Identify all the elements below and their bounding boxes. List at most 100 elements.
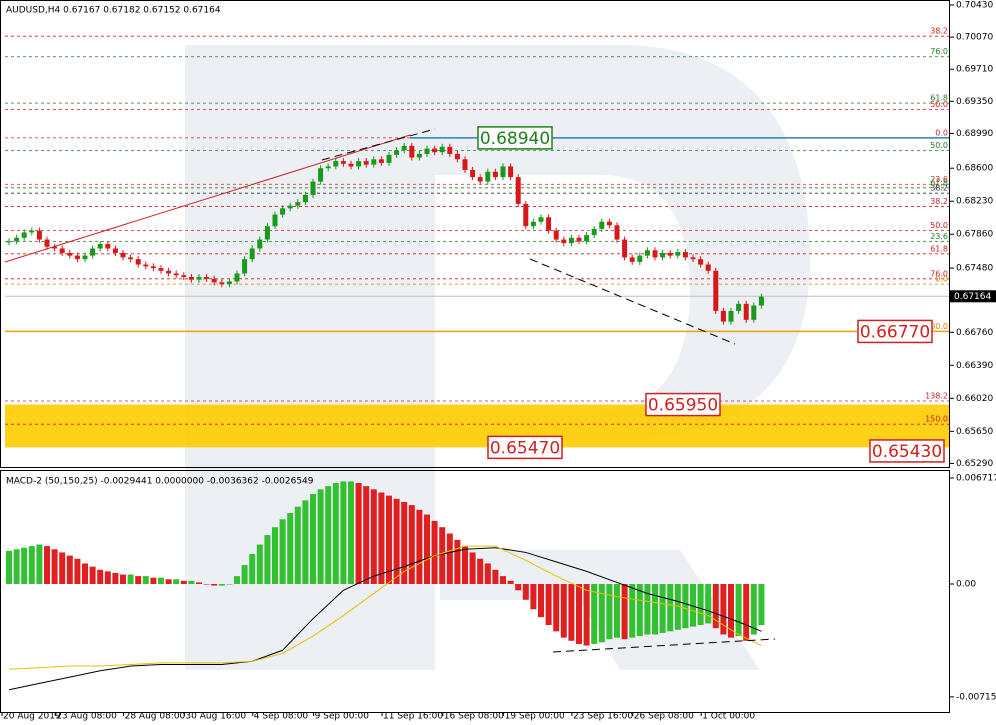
candle <box>340 161 346 164</box>
histogram-bar <box>545 583 552 626</box>
candle <box>561 239 567 244</box>
candle <box>234 273 240 282</box>
candle <box>492 171 498 178</box>
y-tick-label: 0.69710 <box>956 65 993 75</box>
histogram-bar <box>500 576 506 584</box>
indicator-line <box>8 547 762 691</box>
histogram-bar <box>492 569 499 584</box>
candle <box>302 194 308 203</box>
candle <box>553 230 559 240</box>
histogram-bar <box>386 495 392 584</box>
histogram-bar <box>150 577 157 584</box>
candle <box>568 237 574 244</box>
candle <box>644 250 650 256</box>
candle <box>219 282 225 285</box>
candle <box>470 169 476 178</box>
fib-label: 76.0 <box>930 269 948 278</box>
y-tick-label: 0.66020 <box>956 394 993 404</box>
candle <box>158 268 164 271</box>
histogram-bar <box>659 583 666 633</box>
histogram-bar <box>272 527 278 584</box>
candle <box>295 202 301 206</box>
histogram-bar <box>173 579 180 584</box>
price-box-label: 0.65950 <box>648 396 718 416</box>
histogram-bar <box>477 558 484 584</box>
histogram-bar <box>598 583 605 643</box>
histogram-bar <box>82 563 88 584</box>
histogram-bar <box>712 583 719 629</box>
histogram-bar <box>416 509 423 584</box>
histogram-bar <box>644 583 651 635</box>
fib-label: 23.6 <box>930 175 948 184</box>
histogram-bar <box>310 494 316 584</box>
histogram-bar <box>13 549 20 584</box>
histogram-bar <box>355 483 362 584</box>
histogram-bar <box>690 583 696 627</box>
fib-label: 138.2 <box>925 391 948 400</box>
x-tick-label: 20 Aug 2019 <box>3 712 61 722</box>
candle <box>249 248 255 260</box>
trendline <box>552 638 776 653</box>
candle <box>378 159 384 163</box>
trendline <box>529 258 736 345</box>
price-box-label: 0.66770 <box>860 322 930 342</box>
candle <box>713 270 719 311</box>
candle <box>74 255 80 260</box>
candle <box>698 259 704 265</box>
histogram-bar <box>667 583 674 632</box>
histogram-bar <box>621 583 628 640</box>
candle <box>188 277 194 280</box>
candle <box>242 259 248 274</box>
panel-border <box>0 470 950 713</box>
histogram-bar <box>287 512 294 584</box>
histogram-bar <box>36 544 43 584</box>
candle <box>591 228 597 236</box>
x-tick-label: 23 Aug 08:00 <box>56 712 117 722</box>
histogram-bar <box>705 583 712 624</box>
histogram-bar <box>462 546 468 584</box>
x-tick-label: 11 Sep 16:00 <box>383 712 443 722</box>
fib-label: 50.0 <box>930 221 948 230</box>
candle <box>36 230 42 240</box>
price-box-label: 0.65470 <box>490 438 560 458</box>
histogram-bar <box>325 486 332 584</box>
candle <box>59 248 65 253</box>
histogram-bar <box>743 583 750 641</box>
trendline <box>4 134 411 263</box>
price-box <box>857 319 933 344</box>
candle <box>150 266 156 269</box>
candle <box>485 171 491 182</box>
histogram-bar <box>454 539 461 584</box>
candle <box>401 145 407 151</box>
candle <box>743 303 749 320</box>
y-tick-label: 0.0067178 <box>956 473 996 483</box>
y-tick-label: 0.69350 <box>956 97 993 107</box>
candle <box>386 154 392 163</box>
candle <box>614 225 620 240</box>
histogram-bar <box>188 580 195 584</box>
histogram-bar <box>302 500 309 584</box>
histogram-bar <box>674 583 681 630</box>
histogram-bar <box>553 583 560 632</box>
candle <box>82 255 88 260</box>
y-tick-label: 0.68230 <box>956 197 993 207</box>
candle <box>447 146 453 154</box>
candle <box>257 239 263 249</box>
y-tick-label: 0.68600 <box>956 164 993 174</box>
candle <box>135 259 141 265</box>
candle <box>736 303 742 311</box>
candle <box>264 226 270 240</box>
histogram-bar <box>469 552 476 584</box>
candle <box>606 221 612 226</box>
y-tick-label: 0.70070 <box>956 33 993 43</box>
fib-label: 150.0 <box>925 415 948 424</box>
histogram-bar <box>120 574 126 584</box>
histogram-bar <box>104 571 111 584</box>
histogram-bar <box>576 583 582 644</box>
candle <box>629 257 635 262</box>
histogram-bar <box>135 576 142 584</box>
candle <box>538 217 544 222</box>
y-tick-label: 0.00 <box>956 579 976 589</box>
